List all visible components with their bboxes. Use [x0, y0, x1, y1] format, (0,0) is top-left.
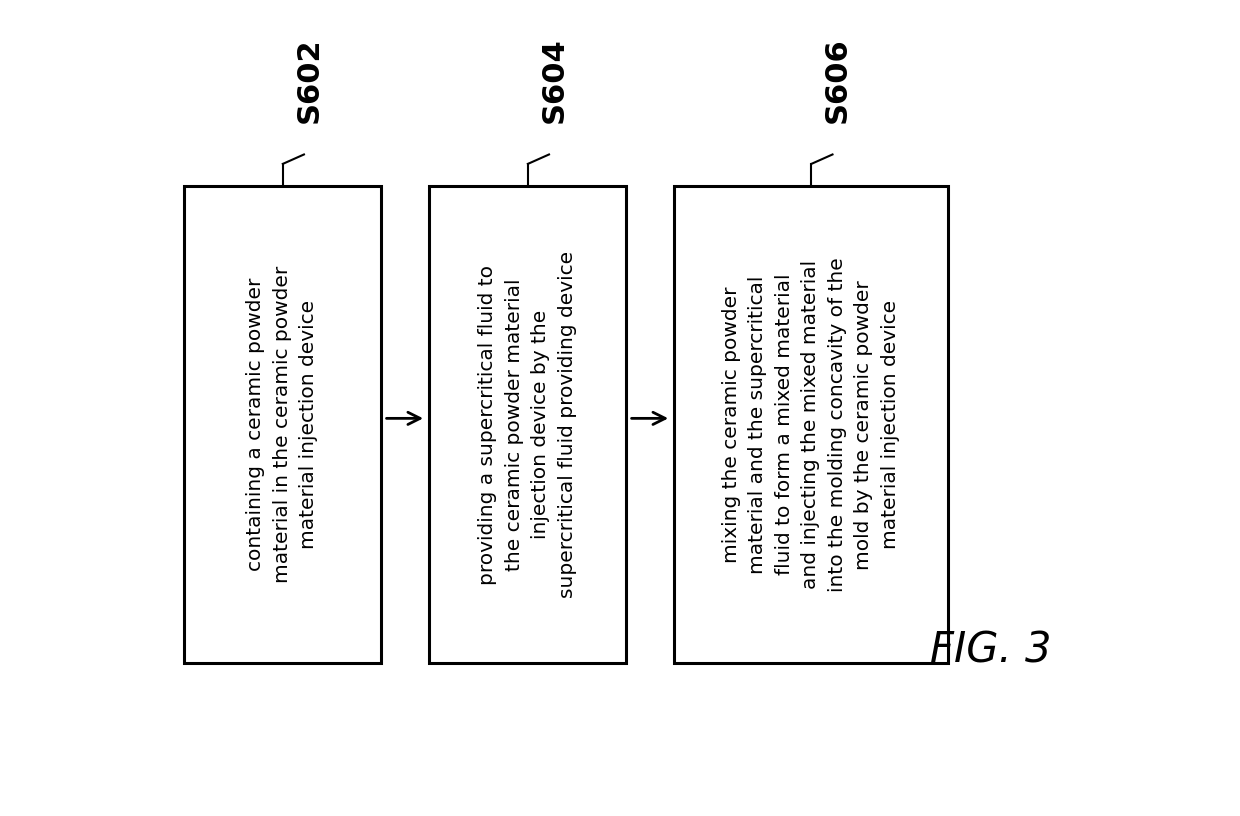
Text: mixing the ceramic powder
material and the supercritical
fluid to form a mixed m: mixing the ceramic powder material and t…: [722, 257, 900, 592]
Text: S602: S602: [294, 38, 324, 123]
Bar: [184, 186, 381, 663]
Bar: [429, 186, 626, 663]
Text: containing a ceramic powder
material in the ceramic powder
material injection de: containing a ceramic powder material in …: [247, 266, 319, 583]
Text: providing a supercritical fluid to
the ceramic powder material
injection device : providing a supercritical fluid to the c…: [479, 251, 577, 598]
Text: S606: S606: [823, 38, 852, 123]
Text: FIG. 3: FIG. 3: [930, 630, 1052, 672]
Text: S604: S604: [539, 38, 568, 123]
Bar: [675, 186, 947, 663]
